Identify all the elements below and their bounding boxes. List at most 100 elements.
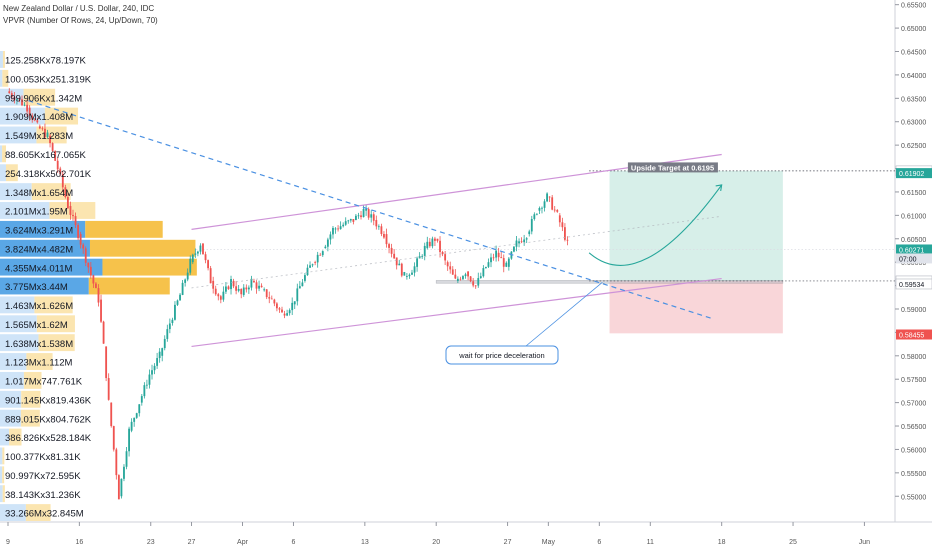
candle-body (171, 319, 174, 324)
candle-body (360, 215, 362, 218)
y-tick-label: 0.57500 (901, 377, 926, 384)
candle-body (400, 263, 403, 276)
candle-body (128, 428, 130, 452)
candle-body (296, 288, 299, 302)
volume-profile-label: 38.143Kx31.236K (5, 490, 81, 501)
candle-body (385, 234, 388, 245)
candle-body (344, 221, 347, 225)
candle-body (268, 297, 271, 299)
candle-body (467, 271, 469, 277)
candle-body (558, 215, 561, 223)
volume-profile-down-bar (21, 390, 41, 408)
candle-body (130, 421, 133, 431)
target-label-bg (627, 162, 718, 173)
volume-profile-up-bar (0, 202, 50, 219)
x-tick-label: 6 (292, 539, 296, 546)
volume-profile-up-bar (0, 258, 103, 276)
volume-profile-down-bar (2, 145, 7, 163)
candle-body (347, 220, 350, 222)
candle-body (168, 323, 171, 330)
volume-profile-down-bar (26, 353, 53, 370)
candle-body (291, 302, 294, 311)
candle-body (541, 207, 543, 209)
channel-mid-line (191, 215, 722, 289)
candle-body (189, 258, 192, 273)
candle-body (102, 321, 105, 344)
candle-body (551, 197, 554, 210)
candle-body (426, 241, 429, 249)
volume-profile-down-bar (34, 296, 73, 314)
volume-profile-down-bar (2, 447, 5, 465)
candle-body (428, 241, 431, 247)
candle-body (69, 205, 72, 215)
candle-body (46, 132, 49, 137)
candle-body (219, 296, 222, 300)
candle-body (278, 308, 281, 310)
volume-profile-label: 1.017Mx747.761K (5, 377, 83, 388)
volume-profile-down-bar (38, 334, 75, 352)
candle-body (339, 226, 342, 230)
candle-body (535, 213, 538, 215)
price-label: 0.61902 (899, 171, 924, 178)
price-label-bg (896, 244, 932, 255)
candle-body (186, 272, 189, 280)
candle-body (377, 226, 380, 228)
volume-profile-up-bar (0, 296, 35, 314)
candle-body (110, 402, 113, 427)
candle-body (372, 214, 375, 221)
callout-box (445, 345, 559, 365)
candle-body (298, 286, 301, 289)
volume-profile-up-bar (0, 334, 39, 352)
candle-body (523, 239, 526, 243)
indicator-title: VPVR (Number Of Rows, 24, Up/Down, 70) (3, 16, 158, 25)
callout-text: wait for price deceleration (458, 351, 544, 360)
volume-profile-label: 2.101Mx1.95M (5, 207, 68, 218)
y-tick-label: 0.64500 (901, 49, 926, 56)
candle-body (316, 254, 319, 263)
candle-body (326, 239, 329, 247)
candle-body (349, 219, 352, 221)
volume-profile-label: 90.997Kx72.595K (5, 471, 81, 482)
y-tick-label: 0.55500 (901, 471, 926, 478)
candle-body (423, 245, 426, 256)
candle-body (158, 351, 161, 359)
volume-profile-up-bar (0, 428, 10, 446)
candle-body (125, 451, 128, 467)
volume-profile-down-bar (2, 485, 5, 503)
candle-body (275, 303, 278, 309)
price-label: 0.60271 (899, 247, 924, 254)
candle-body (564, 227, 566, 240)
candle-body (87, 262, 90, 268)
candle-body (375, 220, 378, 227)
price-label: 07:00 (899, 256, 917, 263)
candle-body (362, 208, 365, 218)
volume-profile-up-bar (0, 390, 22, 408)
candle-body (528, 231, 531, 235)
volume-profile-label: 3.624Mx3.291M (5, 226, 73, 237)
volume-profile-label: 254.318Kx502.701K (5, 169, 92, 180)
candle-body (507, 258, 510, 267)
candle-body (479, 276, 482, 279)
candle-body (390, 247, 393, 254)
x-tick-label: 9 (6, 539, 10, 546)
candle-body (311, 264, 314, 266)
candle-body (36, 120, 39, 123)
candle-body (370, 214, 373, 218)
volume-profile-up-bar (0, 126, 37, 144)
candle-body (388, 244, 390, 248)
candle-body (561, 222, 564, 228)
x-tick-label: Jun (859, 539, 870, 546)
volume-profile-down-bar (25, 504, 51, 521)
y-tick-label: 0.60000 (901, 260, 926, 267)
candle-body (174, 304, 176, 320)
channel-lower-line (191, 277, 722, 348)
candle-body (207, 260, 210, 269)
volume-profile-label: 889.015Kx804.762K (5, 414, 92, 425)
candle-body (31, 115, 34, 120)
volume-profile-up-bar (0, 409, 21, 427)
price-label: 0.59534 (899, 282, 924, 289)
candle-body (446, 262, 449, 267)
candle-body (92, 275, 95, 284)
